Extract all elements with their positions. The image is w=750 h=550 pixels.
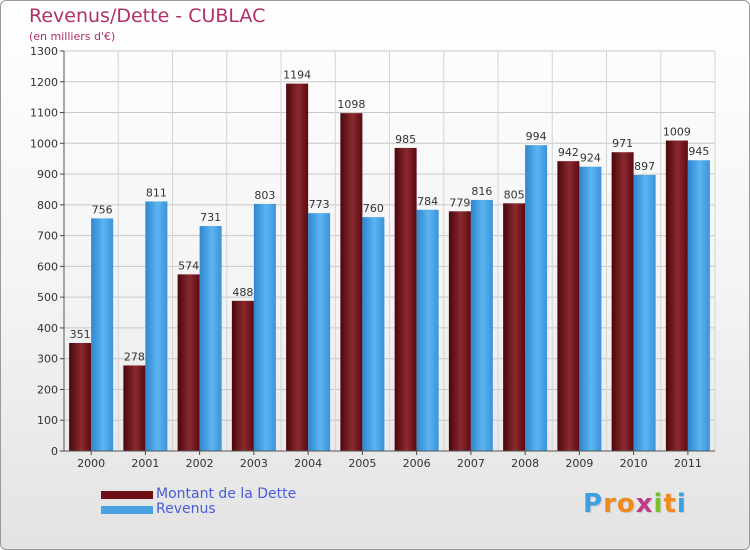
x-tick-label: 2007 — [457, 457, 485, 470]
legend-swatch-debt — [101, 491, 153, 499]
data-label: 971 — [612, 137, 633, 150]
bar-dette — [448, 211, 471, 451]
axes: 0 100 200 300 400 500 600 700 800 900 1000 1100 1200… — [30, 45, 715, 470]
data-label: 756 — [92, 203, 113, 216]
y-tick-label: 700 — [37, 230, 58, 243]
y-tick-label: 1300 — [30, 45, 58, 58]
data-label: 1009 — [663, 126, 691, 139]
bar-dette — [177, 274, 200, 451]
bar-revenus — [253, 203, 276, 451]
data-label: 942 — [558, 146, 579, 159]
bar-revenus — [416, 209, 439, 451]
y-tick-label: 1100 — [30, 107, 58, 120]
data-label: 803 — [254, 189, 275, 202]
bars — [69, 83, 710, 452]
bar-revenus — [199, 226, 222, 451]
bar-dette — [340, 113, 363, 452]
chart-subtitle: (en milliers d'€) — [29, 30, 116, 43]
x-tick-label: 2010 — [620, 457, 648, 470]
bar-revenus — [91, 218, 114, 451]
bar-dette — [611, 152, 634, 451]
bar-revenus — [525, 145, 548, 451]
data-label: 985 — [395, 133, 416, 146]
y-tick-label: 600 — [37, 260, 58, 273]
data-label: 574 — [178, 259, 199, 272]
x-tick-label: 2004 — [294, 457, 322, 470]
bar-dette — [231, 300, 254, 451]
data-label: 731 — [200, 211, 221, 224]
data-label: 351 — [70, 328, 91, 341]
x-tick-label: 2005 — [348, 457, 376, 470]
data-label: 773 — [309, 198, 330, 211]
y-tick-label: 900 — [37, 168, 58, 181]
bar-revenus — [145, 201, 168, 451]
y-tick-label: 0 — [51, 445, 58, 458]
data-label: 924 — [580, 152, 601, 165]
x-tick-label: 2006 — [403, 457, 431, 470]
data-label: 760 — [363, 202, 384, 215]
y-tick-label: 1200 — [30, 76, 58, 89]
legend-swatch-revenue — [101, 506, 153, 514]
bar-revenus — [362, 217, 385, 451]
x-tick-label: 2000 — [77, 457, 105, 470]
y-tick-label: 1000 — [30, 137, 58, 150]
y-tick-label: 300 — [37, 353, 58, 366]
bar-dette — [123, 365, 146, 451]
bar-dette — [665, 140, 688, 452]
x-tick-label: 2011 — [674, 457, 702, 470]
x-tick-label: 2001 — [131, 457, 159, 470]
bar-dette — [557, 161, 580, 451]
x-tick-label: 2002 — [186, 457, 214, 470]
bar-revenus — [633, 175, 656, 451]
proxiti-logo: Proxiti — [583, 489, 687, 519]
bar-dette — [503, 203, 526, 451]
data-label: 779 — [449, 196, 470, 209]
y-tick-label: 100 — [37, 414, 58, 427]
data-label: 488 — [232, 286, 253, 299]
data-label: 945 — [688, 145, 709, 158]
data-label: 816 — [471, 185, 492, 198]
data-label: 897 — [634, 160, 655, 173]
x-tick-label: 2003 — [240, 457, 268, 470]
data-label: 811 — [146, 186, 167, 199]
y-tick-label: 500 — [37, 291, 58, 304]
legend-label-debt: Montant de la Dette — [156, 486, 297, 502]
data-label: 1194 — [283, 69, 311, 82]
bar-revenus — [470, 199, 493, 451]
data-label: 278 — [124, 350, 145, 363]
bar-dette — [394, 147, 417, 451]
legend-label-revenue: Revenus — [156, 501, 216, 517]
x-tick-label: 2009 — [565, 457, 593, 470]
y-tick-label: 800 — [37, 199, 58, 212]
y-tick-label: 200 — [37, 383, 58, 396]
data-label: 784 — [417, 195, 438, 208]
data-labels: 351 756 278 811 574 731 488 803 1194 773 1098 760 98… — [70, 69, 710, 364]
data-label: 1098 — [337, 98, 365, 111]
bar-dette — [69, 343, 92, 451]
chart-title: Revenus/Dette - CUBLAC — [29, 5, 266, 27]
bar-revenus — [579, 166, 602, 451]
bar-dette — [286, 83, 309, 451]
bar-revenus — [308, 213, 331, 451]
data-label: 805 — [504, 188, 525, 201]
x-tick-label: 2008 — [511, 457, 539, 470]
data-label: 994 — [526, 130, 547, 143]
bar-revenus — [687, 160, 710, 451]
y-tick-label: 400 — [37, 322, 58, 335]
